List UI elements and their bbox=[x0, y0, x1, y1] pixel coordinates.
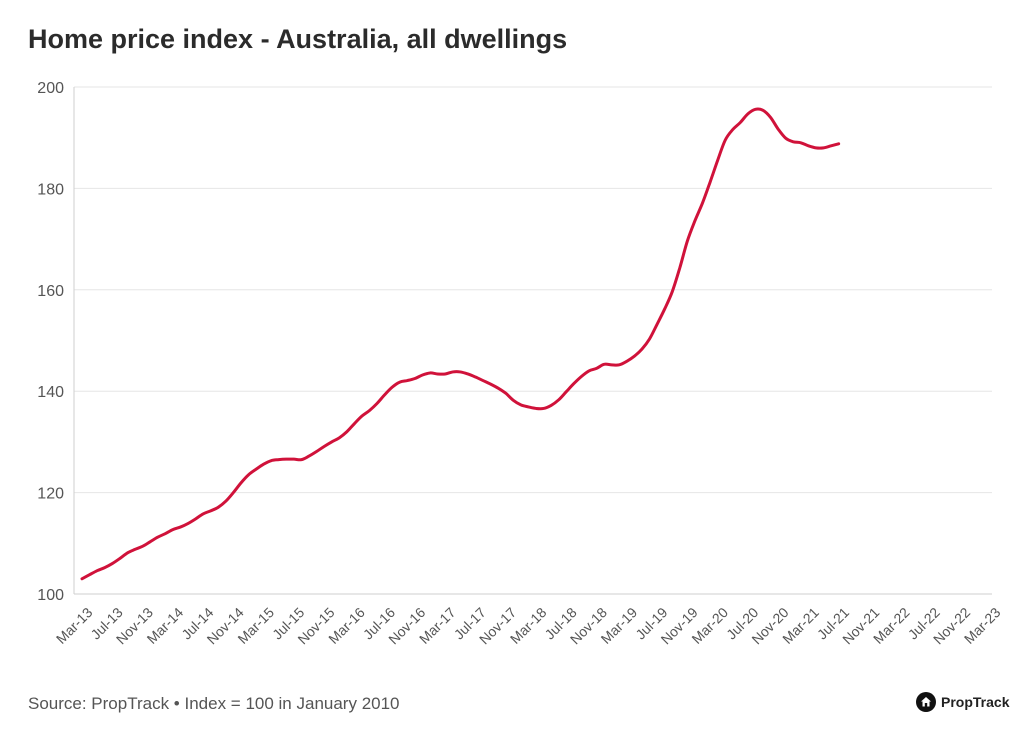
x-axis-ticks: Mar-13Jul-13Nov-13Mar-14Jul-14Nov-14Mar-… bbox=[53, 604, 1004, 647]
series-line bbox=[80, 107, 841, 581]
gridlines bbox=[73, 86, 992, 595]
y-tick-label: 100 bbox=[37, 587, 64, 604]
series-line-layer bbox=[80, 107, 841, 581]
x-tick-label: Mar-13 bbox=[53, 604, 96, 647]
source-note: Source: PropTrack • Index = 100 in Janua… bbox=[28, 694, 400, 713]
y-axis-ticks: 100 120 140 160 180 200 bbox=[37, 80, 64, 604]
y-tick-label: 180 bbox=[37, 181, 64, 198]
brand-logo: PropTrack bbox=[916, 692, 1009, 712]
brand-name: PropTrack bbox=[941, 694, 1010, 710]
chart-title: Home price index - Australia, all dwelli… bbox=[28, 24, 568, 54]
house-logo-icon bbox=[916, 692, 936, 712]
y-tick-label: 200 bbox=[37, 80, 64, 97]
y-tick-label: 120 bbox=[37, 486, 64, 503]
y-tick-label: 140 bbox=[37, 384, 64, 401]
y-tick-label: 160 bbox=[37, 283, 64, 300]
